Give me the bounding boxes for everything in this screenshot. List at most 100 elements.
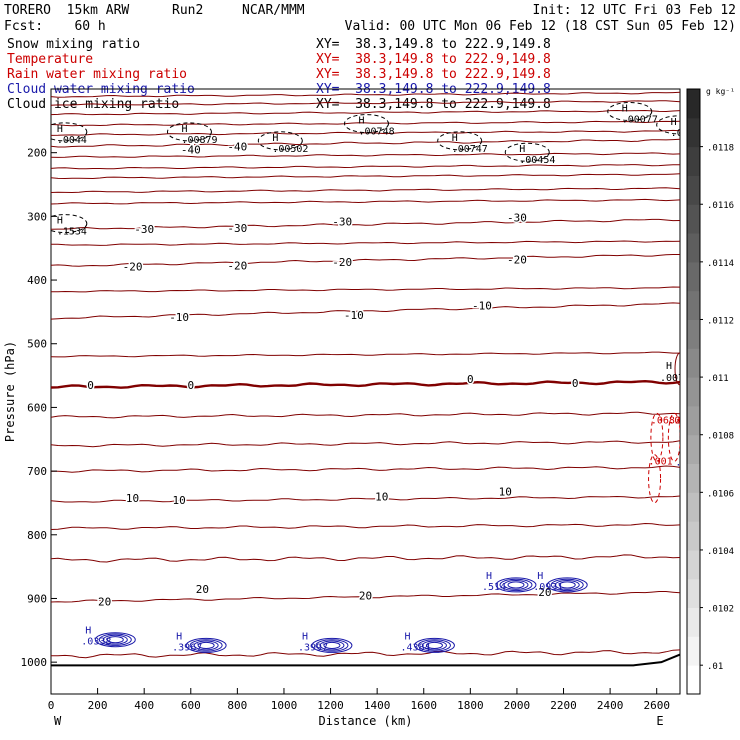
cloud-water-max-marker: H xyxy=(302,631,308,642)
cloud-water-max-marker: H xyxy=(404,631,410,642)
colorbar-tick-label: .0104 xyxy=(707,547,734,557)
x-tick-label: 1800 xyxy=(457,699,484,712)
colorbar-segment xyxy=(687,377,700,407)
cloud-water-contour xyxy=(413,637,455,653)
snow-max-marker: H xyxy=(519,144,525,155)
colorbar-tick-label: .01 xyxy=(707,662,723,672)
snow-max-marker: H xyxy=(452,133,458,144)
rain-contour xyxy=(648,454,662,504)
x-tick-label: 1600 xyxy=(410,699,437,712)
cloud-water-contour xyxy=(554,580,580,590)
rain-contour xyxy=(650,412,664,462)
isotherm-line xyxy=(51,554,680,563)
cloud-water-contour xyxy=(546,577,588,593)
cloud-ice-max-marker: H xyxy=(666,361,672,372)
cloud-water-contour xyxy=(425,641,443,650)
colorbar-segment xyxy=(687,319,700,349)
isotherm-label: 0 xyxy=(572,377,579,390)
snow-max-marker: H xyxy=(57,216,63,227)
isotherm-label: -20 xyxy=(123,261,143,274)
cloud-water-contour xyxy=(311,637,353,653)
isotherm-line xyxy=(51,240,680,246)
isotherm-label: -30 xyxy=(332,215,352,228)
snow-max-label: .00454 xyxy=(519,155,555,166)
header-fcst: Fcst: 60 h xyxy=(4,19,106,34)
isotherm-label: -30 xyxy=(227,222,247,235)
terrain-line xyxy=(51,653,681,667)
x-tick-label: 2000 xyxy=(504,699,531,712)
y-tick-label: 800 xyxy=(27,529,47,542)
isotherm-label: 20 xyxy=(538,586,551,599)
cloud-water-contour xyxy=(323,641,341,650)
cloud-water-max-label: .3967 xyxy=(172,642,202,653)
cloud-water-contour xyxy=(495,577,537,593)
isotherm-line xyxy=(51,187,680,194)
header-run: Run2 xyxy=(172,3,204,18)
cloud-water-contour xyxy=(98,633,132,646)
isotherm-label: 10 xyxy=(173,494,186,507)
snow-contour xyxy=(166,122,212,142)
x-tick-label: 1000 xyxy=(271,699,298,712)
y-tick-label: 200 xyxy=(27,147,47,160)
cloud-water-max-marker: H xyxy=(85,626,91,637)
cloud-water-contour xyxy=(319,640,345,651)
snow-max-label: .004 xyxy=(671,128,695,139)
isotherm-label: -10 xyxy=(472,300,492,313)
isotherm-label: -40 xyxy=(227,140,247,153)
isotherm-line xyxy=(51,411,680,419)
snow-max-marker: H xyxy=(272,133,278,144)
colorbar-tick-label: .0102 xyxy=(707,605,734,615)
isotherm--30 xyxy=(51,218,680,230)
x-tick-label: 800 xyxy=(227,699,247,712)
snow-max-marker: H xyxy=(359,116,365,127)
snow-contour xyxy=(344,114,390,134)
colorbar-segment xyxy=(687,117,700,148)
header-org: NCAR/MMM xyxy=(242,3,305,18)
isotherm-20 xyxy=(51,591,680,603)
isotherm-line xyxy=(51,129,680,136)
isotherm-label: 20 xyxy=(98,596,111,609)
isotherm--10 xyxy=(51,302,680,320)
snow-contour xyxy=(51,122,88,142)
x-tick-label: 2600 xyxy=(643,699,670,712)
cloud-water-contour xyxy=(315,639,349,652)
legend-snow-xy: XY= 38.3,149.8 to 222.9,149.8 xyxy=(316,37,551,52)
y-tick-label: 600 xyxy=(27,401,47,414)
cloud-water-max-label: .0338 xyxy=(81,637,111,648)
snow-max-label: .00879 xyxy=(181,135,217,146)
colorbar-tick-label: .0112 xyxy=(707,316,734,326)
snow-max-label: .00077 xyxy=(622,114,658,125)
isotherm-line xyxy=(51,91,680,98)
cloud-water-contour xyxy=(503,580,529,590)
isotherm-line xyxy=(51,109,680,116)
legend-snow-field: Snow mixing ratio xyxy=(7,37,141,52)
colorbar-tick-label: .0118 xyxy=(707,144,734,154)
colorbar-units: g kg⁻¹ xyxy=(706,87,735,96)
colorbar-segment xyxy=(687,290,700,320)
snow-contour xyxy=(607,101,653,121)
cloud-water-contour xyxy=(697,456,721,465)
cloud-water-contour xyxy=(102,634,128,645)
cloud-water-contour xyxy=(701,458,717,464)
isotherm-line xyxy=(51,286,680,293)
isotherm-line xyxy=(51,173,680,180)
snow-max-label: .00502 xyxy=(272,144,308,155)
colorbar-tick-label: .0116 xyxy=(707,201,734,211)
isotherm-line xyxy=(51,522,680,530)
colorbar-segment xyxy=(687,405,700,436)
cloud-water-contour xyxy=(421,640,447,651)
isotherm-label: -10 xyxy=(169,311,189,324)
y-tick-label: 700 xyxy=(27,465,47,478)
legend-rain-xy: XY= 38.3,149.8 to 222.9,149.8 xyxy=(316,67,551,82)
x-tick-label: 600 xyxy=(181,699,201,712)
rain-max-label: .0821 xyxy=(668,415,698,426)
x-tick-label: 400 xyxy=(134,699,154,712)
isotherm-line xyxy=(51,152,680,158)
cloud-water-max-label: .3997 xyxy=(298,642,328,653)
x-end-left: W xyxy=(54,714,62,728)
colorbar-segment xyxy=(687,549,700,580)
cloud-water-contour xyxy=(499,578,533,592)
cloud-water-max-marker: H xyxy=(486,571,492,582)
isotherm-line xyxy=(51,120,680,127)
colorbar-segment xyxy=(687,233,700,263)
